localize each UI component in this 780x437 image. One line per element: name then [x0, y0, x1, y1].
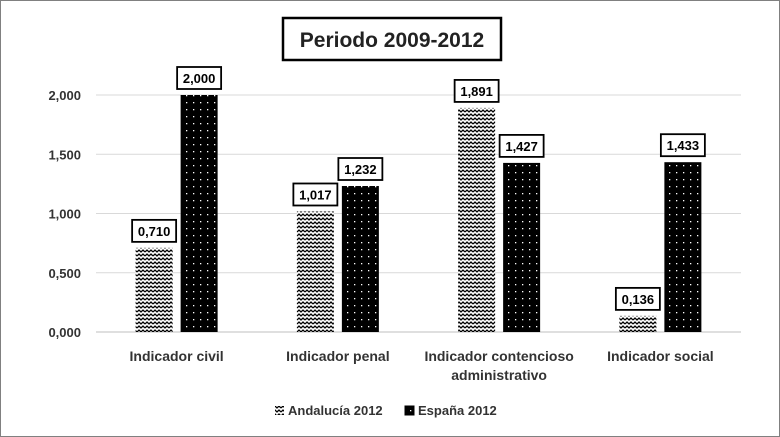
data-label: 1,232	[337, 157, 384, 181]
data-label-text: 0,136	[622, 292, 655, 307]
bar-andalucia	[296, 211, 334, 332]
x-tick-label: Indicador social	[607, 348, 714, 364]
y-tick-label: 0,000	[48, 325, 81, 340]
data-label: 1,891	[453, 79, 500, 103]
bar-espana	[503, 162, 541, 332]
x-tick-label: Indicador civil	[130, 348, 224, 364]
chart-title-box: Periodo 2009-2012	[281, 16, 503, 62]
chart-title: Periodo 2009-2012	[300, 29, 484, 52]
bar-espana	[341, 186, 379, 332]
legend-item: España 2012	[404, 403, 497, 418]
legend-label: España 2012	[418, 403, 497, 418]
data-label: 0,136	[614, 286, 661, 311]
bar-andalucia	[619, 315, 657, 332]
legend-swatch	[275, 406, 284, 415]
y-tick-label: 1,500	[48, 147, 81, 162]
data-label: 1,433	[659, 133, 706, 158]
y-tick-label: 1,000	[48, 207, 81, 222]
legend-item: Andalucía 2012	[275, 403, 383, 418]
x-tick-label: administrativo	[451, 367, 547, 383]
data-label-text: 1,017	[299, 187, 332, 202]
y-tick-label: 2,000	[48, 88, 81, 103]
bar-andalucia	[458, 107, 496, 332]
data-label: 1,427	[498, 134, 545, 158]
data-label-text: 1,232	[344, 162, 377, 177]
data-label: 2,000	[176, 66, 223, 90]
legend-label: Andalucía 2012	[288, 403, 383, 418]
bar-andalucia	[135, 247, 173, 332]
data-label-text: 1,427	[505, 139, 538, 154]
bar-espana	[664, 162, 702, 332]
data-label-text: 1,891	[460, 84, 493, 99]
bar-espana	[180, 95, 218, 332]
y-tick-label: 0,500	[48, 266, 81, 281]
data-label-text: 1,433	[667, 138, 700, 153]
x-tick-label: Indicador contencioso	[424, 348, 573, 364]
data-label-text: 0,710	[138, 224, 171, 239]
data-label: 0,710	[131, 218, 178, 243]
data-label-text: 2,000	[183, 71, 216, 86]
data-label: 1,017	[292, 182, 339, 207]
legend-swatch	[404, 405, 415, 416]
x-tick-label: Indicador penal	[286, 348, 389, 364]
